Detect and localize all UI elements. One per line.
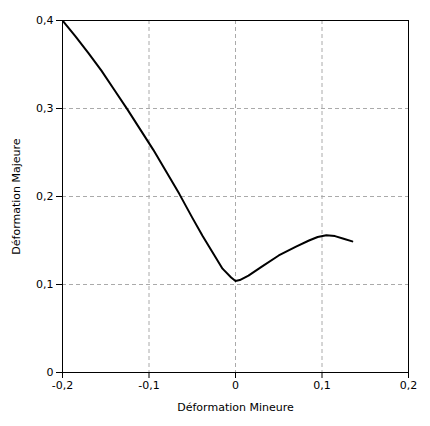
svg-text:Déformation Mineure: Déformation Mineure <box>177 401 294 414</box>
svg-text:0: 0 <box>232 379 239 392</box>
svg-text:0,3: 0,3 <box>36 102 54 115</box>
svg-text:-0,2: -0,2 <box>52 379 73 392</box>
svg-text:0,2: 0,2 <box>36 190 54 203</box>
svg-text:0: 0 <box>47 366 54 379</box>
svg-text:0,1: 0,1 <box>36 278 54 291</box>
svg-text:0,2: 0,2 <box>400 379 418 392</box>
svg-text:0,4: 0,4 <box>36 14 54 27</box>
svg-text:-0,1: -0,1 <box>138 379 159 392</box>
svg-text:Déformation Majeure: Déformation Majeure <box>10 138 23 255</box>
svg-text:0,1: 0,1 <box>313 379 331 392</box>
